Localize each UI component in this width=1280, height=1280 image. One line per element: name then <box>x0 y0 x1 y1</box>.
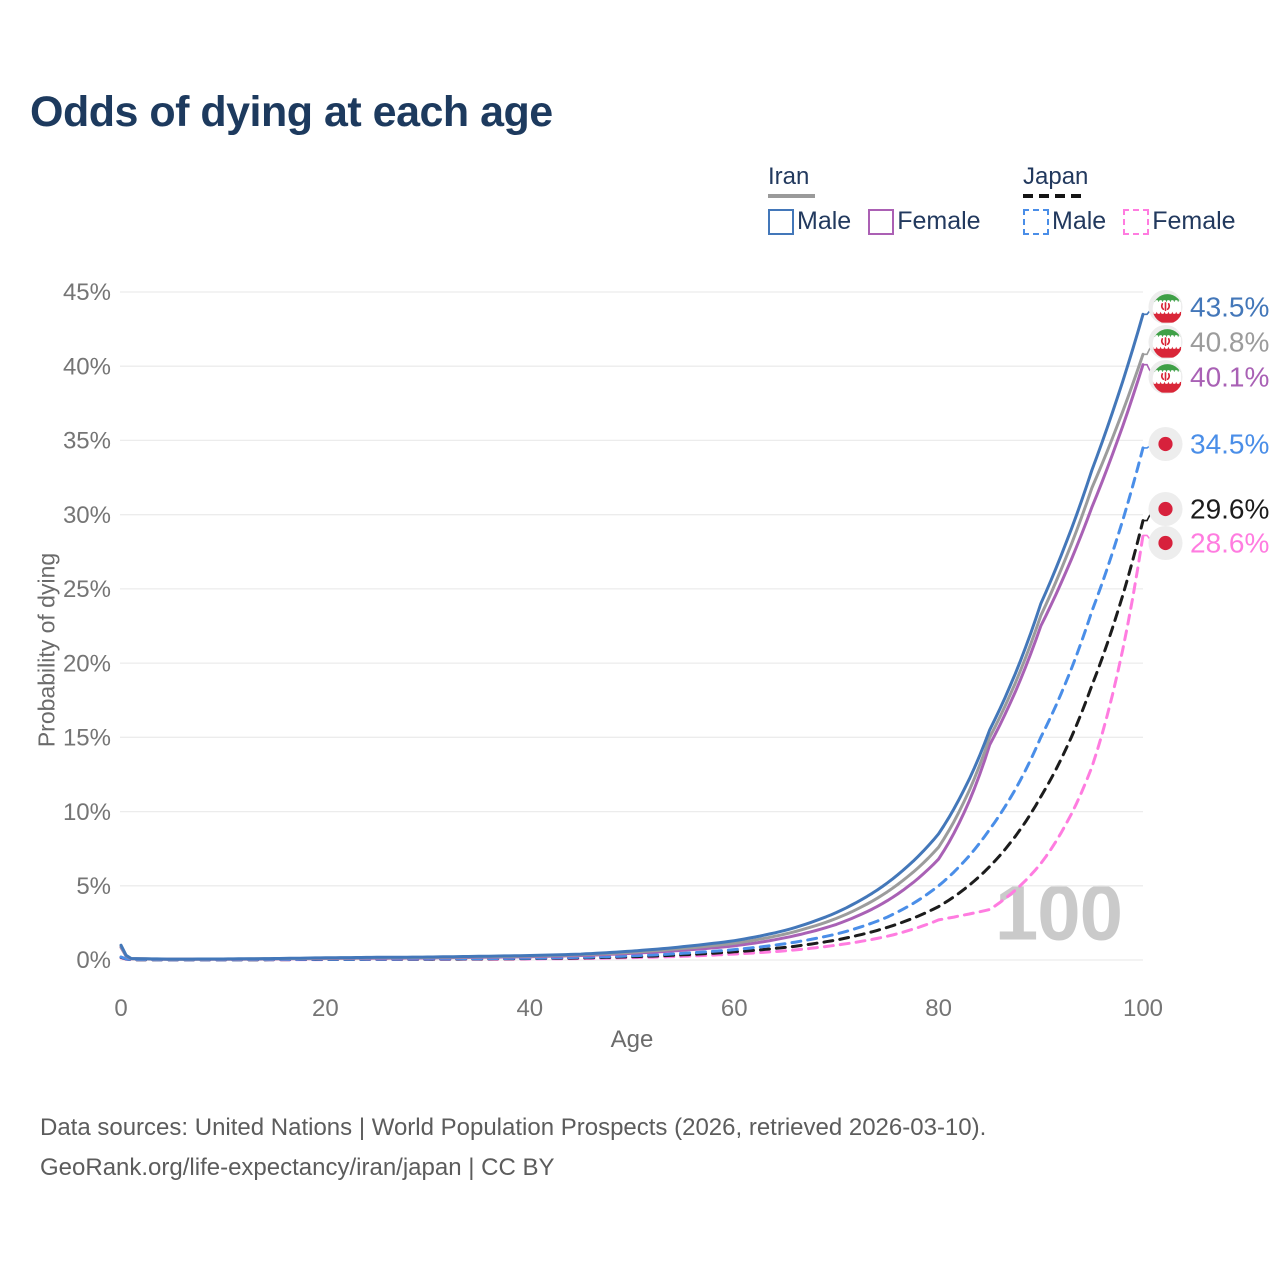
legend-swatch-iran-male <box>768 208 794 235</box>
series-line-iran-male <box>119 312 1145 961</box>
footer: Data sources: United Nations | World Pop… <box>40 1108 986 1188</box>
x-tick-label: 80 <box>925 995 952 1022</box>
y-tick-label: 25% <box>63 576 111 603</box>
footer-sources: Data sources: United Nations | World Pop… <box>40 1114 987 1141</box>
legend-group-iran: Iran Male Female <box>768 163 998 236</box>
legend-swatch-japan-female <box>1123 208 1150 235</box>
y-tick-label: 15% <box>63 724 111 751</box>
y-tick-label: 5% <box>76 873 111 900</box>
x-tick-label: 60 <box>721 995 748 1022</box>
legend-item-japan-male[interactable]: Male <box>1023 207 1106 236</box>
age-watermark: 100 <box>994 868 1123 957</box>
end-label-connector <box>1143 306 1158 316</box>
legend-item-label: Female <box>1152 207 1236 235</box>
legend-country-label: Iran <box>768 163 810 190</box>
legend-swatch-japan-male <box>1023 208 1049 235</box>
legend-item-label: Female <box>897 207 981 235</box>
end-label-connector <box>1143 363 1158 378</box>
end-label-connector <box>1143 443 1158 449</box>
y-tick-label: 40% <box>63 353 111 380</box>
legend-underline-iran <box>768 194 815 198</box>
legend-item-iran-male[interactable]: Male <box>768 207 851 236</box>
series-line-japan-male <box>119 446 1145 962</box>
y-tick-label: 45% <box>63 279 111 306</box>
page-title: Odds of dying at each age <box>30 88 553 136</box>
legend-item-label: Male <box>797 207 852 235</box>
x-axis-title: Age <box>610 1026 654 1053</box>
x-tick-label: 0 <box>114 995 127 1022</box>
legend-underline-japan <box>1023 194 1086 198</box>
y-tick-label: 30% <box>63 502 111 529</box>
series-line-iran-female <box>119 363 1145 961</box>
legend-item-label: Male <box>1052 207 1107 235</box>
footer-attribution: GeoRank.org/life-expectancy/iran/japan |… <box>40 1154 555 1181</box>
y-tick-label: 20% <box>63 650 111 677</box>
y-tick-label: 0% <box>76 947 111 974</box>
x-tick-label: 20 <box>312 995 339 1022</box>
x-tick-label: 40 <box>516 995 543 1022</box>
x-tick-label: 100 <box>1123 995 1163 1022</box>
end-label-connector <box>1143 534 1158 544</box>
legend-swatch-iran-female <box>868 208 895 235</box>
end-label-connector <box>1143 341 1158 356</box>
legend-item-iran-female[interactable]: Female <box>868 207 981 236</box>
legend-group-japan: Japan Male Female <box>1023 163 1253 236</box>
y-tick-label: 10% <box>63 799 111 826</box>
legend-country-label: Japan <box>1023 163 1089 190</box>
y-tick-label: 35% <box>63 428 111 455</box>
legend-item-japan-female[interactable]: Female <box>1123 207 1236 236</box>
end-label-connector <box>1143 508 1158 522</box>
